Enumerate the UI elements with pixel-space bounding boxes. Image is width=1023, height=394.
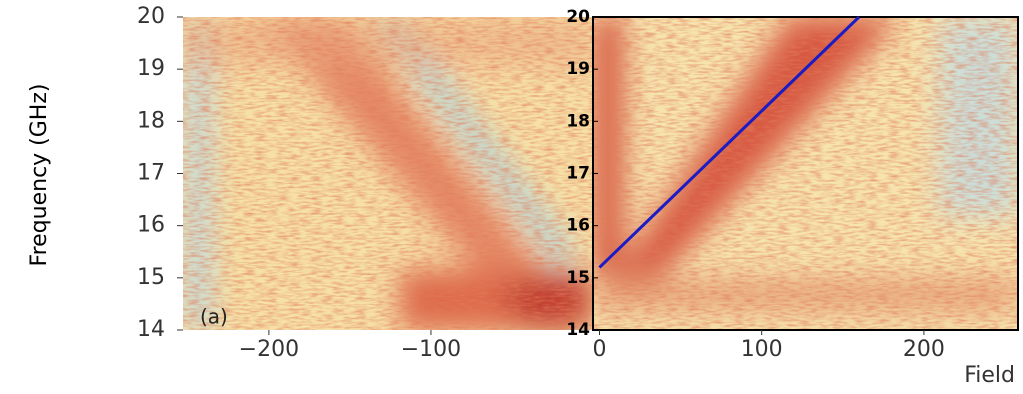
y-tick-label: 16 bbox=[566, 216, 590, 236]
x-tick-label: 100 bbox=[741, 337, 783, 362]
y-tick-label: 19 bbox=[566, 59, 590, 79]
x-tick-label: −200 bbox=[239, 337, 299, 362]
y-tick-label: 19 bbox=[137, 56, 165, 81]
y-tick-label: 16 bbox=[137, 213, 165, 238]
y-tick-label: 15 bbox=[137, 265, 165, 290]
y-tick-label: 14 bbox=[566, 320, 590, 340]
y-axis-label: Frequency (GHz) bbox=[27, 84, 52, 267]
y-tick-label: 17 bbox=[566, 164, 590, 184]
y-tick-label: 20 bbox=[137, 4, 165, 29]
x-tick-label: 0 bbox=[592, 337, 606, 362]
x-tick-label: −100 bbox=[401, 337, 461, 362]
y-tick-label: 17 bbox=[137, 161, 165, 186]
x-tick-label: 200 bbox=[903, 337, 945, 362]
heatmap-left bbox=[183, 17, 593, 330]
x-axis-label: Field bbox=[964, 363, 1015, 388]
heatmap-right bbox=[593, 17, 1018, 330]
y-tick-label: 20 bbox=[566, 7, 590, 27]
y-tick-label: 14 bbox=[137, 317, 165, 342]
panel-label: (a) bbox=[200, 305, 228, 329]
y-tick-label: 18 bbox=[137, 108, 165, 133]
fit-line bbox=[598, 15, 861, 269]
y-tick-label: 18 bbox=[566, 111, 590, 131]
y-tick-label: 15 bbox=[566, 268, 590, 288]
